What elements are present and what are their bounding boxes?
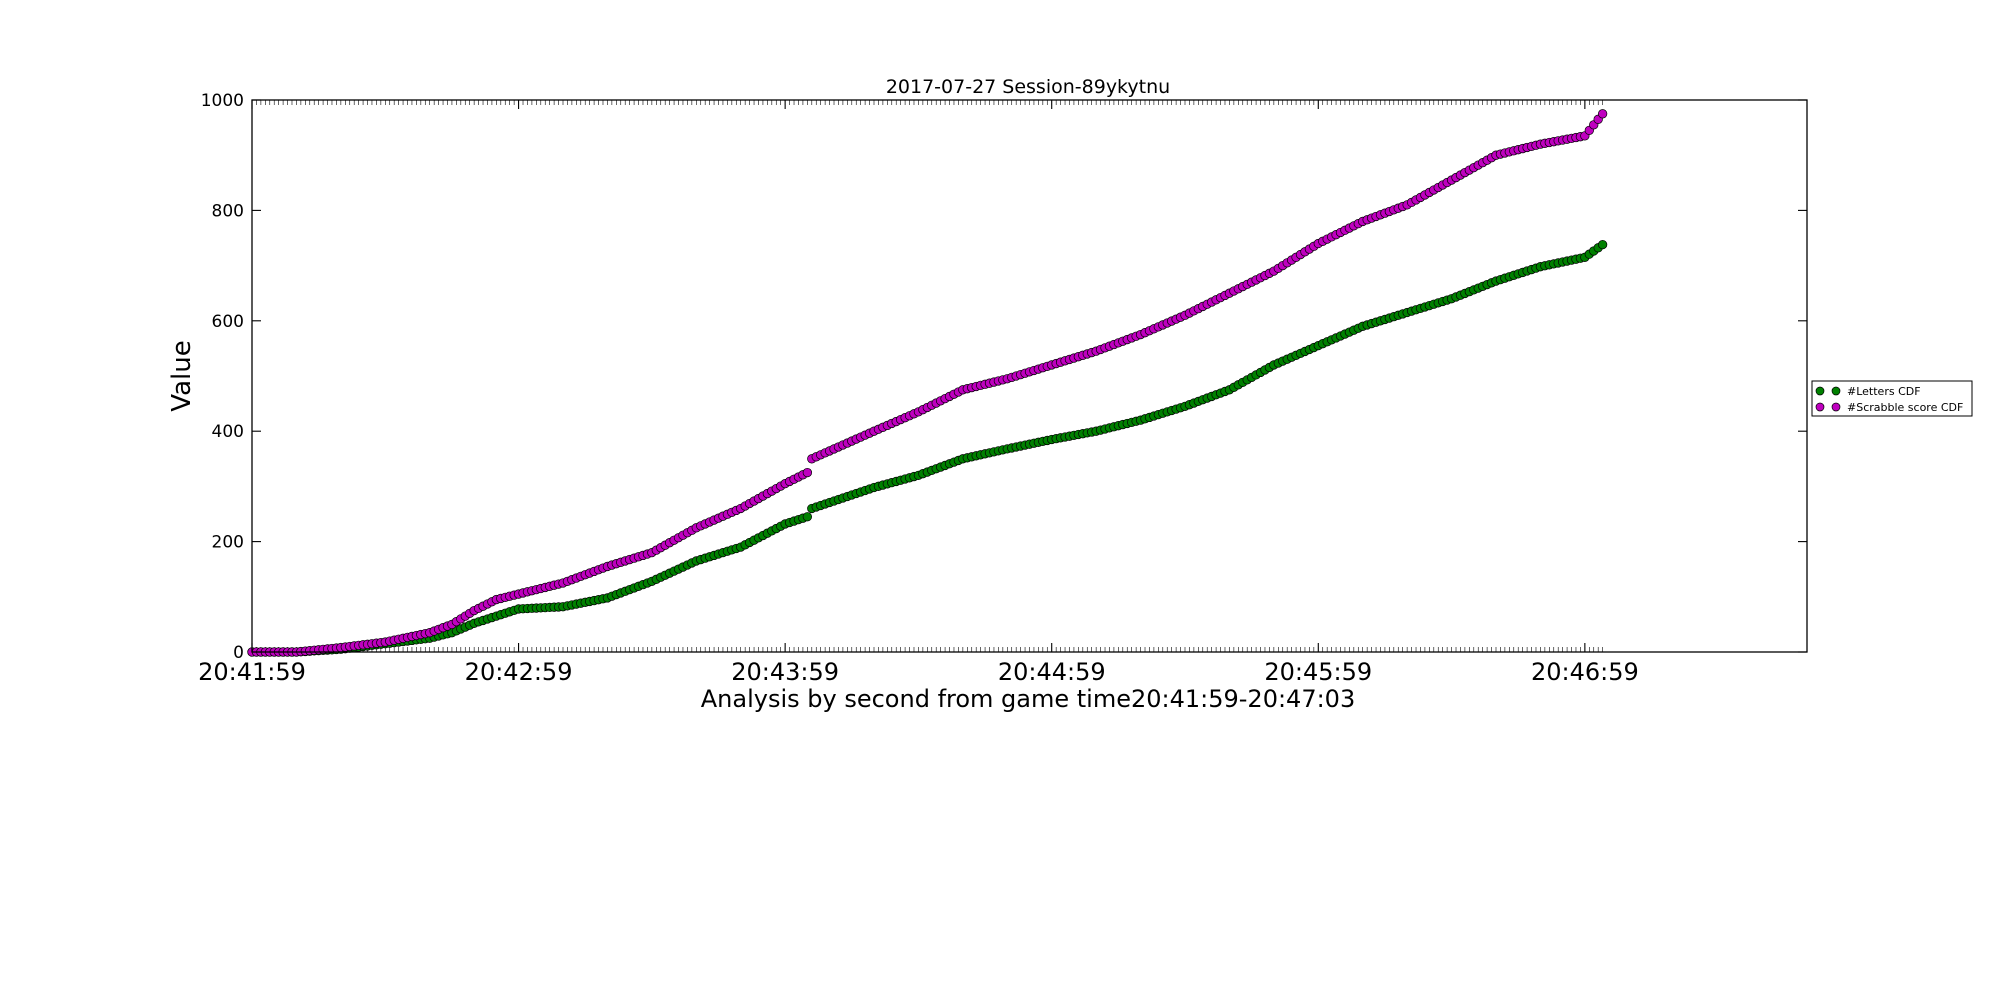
minor-ticks <box>251 100 1603 652</box>
x-tick-label: 20:46:59 <box>1531 658 1639 686</box>
legend-label: #Letters CDF <box>1847 385 1921 398</box>
x-tick-labels: 20:41:59 20:42:59 20:43:59 20:44:59 20:45:59… <box>198 658 1639 686</box>
plot-area <box>251 99 1808 653</box>
y-tick-label: 200 <box>212 533 244 553</box>
y-tick-label: 1000 <box>201 91 244 111</box>
legend: #Letters CDF #Scrabble score CDF <box>1811 380 1973 417</box>
legend-marker <box>1815 402 1825 412</box>
x-tick-label: 20:41:59 <box>198 658 306 686</box>
legend-label: #Scrabble score CDF <box>1847 401 1963 414</box>
x-tick-label: 20:43:59 <box>731 658 839 686</box>
y-tick-label: 400 <box>212 422 244 442</box>
data-point <box>802 467 813 478</box>
x-tick-label: 20:44:59 <box>998 658 1106 686</box>
x-tick-label: 20:45:59 <box>1264 658 1372 686</box>
y-tick-label: 800 <box>212 201 244 221</box>
series-2 <box>247 109 1608 657</box>
legend-marker <box>1831 402 1841 412</box>
major-ticks <box>251 99 1807 653</box>
data-point <box>1597 239 1608 250</box>
legend-marker <box>1815 386 1825 396</box>
y-axis-label: Value <box>167 340 197 411</box>
x-tick-label: 20:42:59 <box>465 658 573 686</box>
chart-title: 2017-07-27 Session-89ykytnu <box>886 76 1170 98</box>
data-point <box>802 512 813 522</box>
legend-marker <box>1831 386 1841 396</box>
data-point <box>1597 109 1608 119</box>
y-tick-label: 600 <box>212 312 244 332</box>
x-axis-label: Analysis by second from game time20:41:5… <box>701 685 1355 713</box>
series-1 <box>247 239 1608 657</box>
y-tick-labels: 0 200 400 600 800 1000 <box>201 91 244 663</box>
series-layer <box>247 109 1608 657</box>
y-tick-label: 0 <box>233 643 244 663</box>
